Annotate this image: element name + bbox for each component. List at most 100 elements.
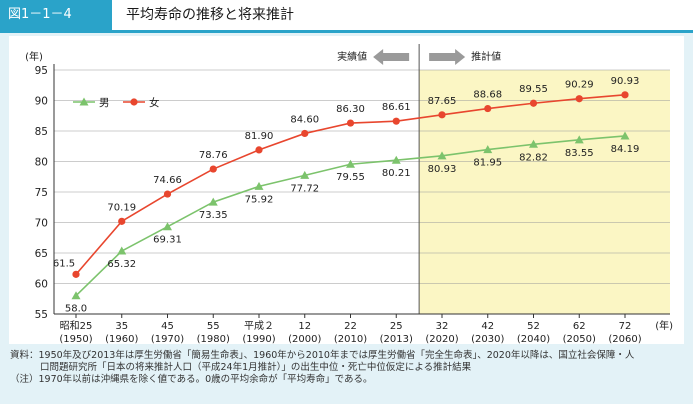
x-tick-era-label: 35 xyxy=(115,321,128,332)
male-data-label: 80.93 xyxy=(428,164,457,175)
female-data-label: 90.29 xyxy=(565,80,594,91)
female-point xyxy=(72,270,80,278)
x-tick-era-label: 45 xyxy=(161,321,174,332)
x-tick-year-label: (2020) xyxy=(425,334,458,344)
male-point xyxy=(346,159,355,168)
y-tick-label: 75 xyxy=(35,187,48,199)
x-tick-year-label: (1950) xyxy=(59,334,92,344)
y-tick-label: 80 xyxy=(35,157,48,169)
female-data-label: 84.60 xyxy=(290,114,319,125)
x-tick-year-label: (1990) xyxy=(242,334,275,344)
male-point xyxy=(574,135,584,144)
legend-male-marker xyxy=(79,97,89,106)
actual-values-label: 実績値 xyxy=(337,50,367,63)
x-tick-year-label: (1970) xyxy=(151,334,184,344)
female-point xyxy=(484,104,492,113)
data-series: 61.5 70.19 74.66 78.76 81.90 84.60 86.30 86.61 8… xyxy=(53,76,639,315)
x-tick-year-label: (2000) xyxy=(288,334,321,344)
x-tick-era-label: 52 xyxy=(527,321,540,332)
male-point xyxy=(117,246,127,255)
x-tick-labels: 昭和25 (1950) 35 (1960) 45 (1970) 55 (1980) 平成２ (19… xyxy=(59,314,642,344)
notes: 資料：1950年及び2013年は厚生労働省「簡易生命表」、1960年から2010… xyxy=(10,350,686,386)
female-data-label: 61.5 xyxy=(53,258,75,269)
female-point xyxy=(438,111,446,119)
axes xyxy=(53,64,670,315)
female-point xyxy=(209,165,217,173)
projected-values-label: 推計値 xyxy=(471,50,501,63)
y-tick-label: 60 xyxy=(35,279,48,291)
y-tick-label: 85 xyxy=(35,126,48,138)
figure-header: 図1－1－4 平均寿命の推移と将来推計 xyxy=(0,0,693,30)
legend-female-label: 女 xyxy=(149,96,160,109)
period-annotations: 実績値 推計値 xyxy=(337,49,501,65)
legend: 男女 xyxy=(73,96,160,109)
x-tick-era-label: 72 xyxy=(619,321,632,332)
female-point xyxy=(118,217,126,225)
female-data-label: 86.30 xyxy=(336,104,365,115)
male-point xyxy=(71,291,81,300)
male-data-label: 77.72 xyxy=(290,183,319,194)
x-tick-era-label: 25 xyxy=(390,321,403,332)
x-tick-year-label: (2050) xyxy=(563,334,596,344)
figure-number: 図1－1－4 xyxy=(0,0,112,30)
x-tick-era-label: 12 xyxy=(298,321,311,332)
female-data-label: 88.68 xyxy=(473,90,502,101)
female-point xyxy=(575,95,583,103)
male-series: 58.0 65.32 69.31 73.35 75.92 77.72 79.55 80.21 8… xyxy=(65,131,639,315)
x-axis-unit: (年) xyxy=(655,319,673,332)
male-point xyxy=(529,139,538,148)
y-tick-label: 90 xyxy=(35,96,48,108)
female-data-label: 70.19 xyxy=(107,202,136,213)
y-tick-label: 55 xyxy=(35,309,48,321)
female-point xyxy=(255,146,263,154)
female-data-label: 87.65 xyxy=(428,96,457,107)
y-tick-label: 65 xyxy=(35,248,48,260)
male-data-label: 75.92 xyxy=(245,194,274,205)
male-point xyxy=(254,181,264,190)
female-data-label: 74.66 xyxy=(153,175,182,186)
source-note-line1: 資料：1950年及び2013年は厚生労働省「簡易生命表」、1960年から2010… xyxy=(10,350,635,361)
male-data-label: 81.95 xyxy=(473,158,502,169)
male-data-label: 69.31 xyxy=(153,235,182,246)
chart-card: (年) (年) 55 60 65 70 75 80 85 90 95 昭和25 (1950) 35 (… xyxy=(9,36,684,344)
x-tick-era-label: 55 xyxy=(207,321,220,332)
male-point xyxy=(437,151,447,160)
female-series: 61.5 70.19 74.66 78.76 81.90 84.60 86.30 86.61 8… xyxy=(53,76,639,278)
x-tick-year-label: (1980) xyxy=(197,334,230,344)
male-data-label: 83.55 xyxy=(565,148,594,159)
figure-title: 平均寿命の推移と将来推計 xyxy=(126,7,294,23)
source-note-line2: 口問題研究所「日本の将来推計人口（平成24年1月推計）」の出生中位・死亡中位仮定… xyxy=(40,362,472,373)
male-point xyxy=(391,155,401,164)
female-point xyxy=(392,117,400,125)
male-data-label: 82.82 xyxy=(519,152,548,163)
x-tick-era-label: 昭和25 xyxy=(60,320,93,332)
life-expectancy-chart: (年) (年) 55 60 65 70 75 80 85 90 95 昭和25 (1950) 35 (… xyxy=(25,44,673,344)
left-arrow-icon xyxy=(373,49,410,65)
x-tick-year-label: (2030) xyxy=(471,334,504,344)
female-point xyxy=(163,190,172,198)
female-data-label: 81.90 xyxy=(245,131,274,142)
female-data-label: 90.93 xyxy=(611,76,640,87)
legend-male-label: 男 xyxy=(99,97,110,109)
y-tick-label: 95 xyxy=(35,65,48,77)
male-data-label: 58.0 xyxy=(65,304,87,315)
male-point xyxy=(208,197,218,206)
x-tick-year-label: (2010) xyxy=(334,334,367,344)
female-data-label: 78.76 xyxy=(199,150,228,161)
male-point xyxy=(620,131,630,140)
right-arrow-icon xyxy=(429,49,466,65)
y-axis-unit: (年) xyxy=(25,50,43,63)
female-data-label: 86.61 xyxy=(382,102,411,113)
y-tick-labels: 55 60 65 70 75 80 85 90 95 xyxy=(35,65,48,321)
male-data-label: 80.21 xyxy=(382,168,411,179)
female-point xyxy=(301,129,309,138)
legend-female-marker xyxy=(130,98,138,106)
x-tick-year-label: (2040) xyxy=(517,334,550,344)
female-point xyxy=(529,99,538,107)
x-tick-era-label: 平成２ xyxy=(244,320,274,332)
x-tick-era-label: 22 xyxy=(344,321,357,332)
x-tick-era-label: 32 xyxy=(436,321,449,332)
y-tick-label: 70 xyxy=(35,218,48,230)
female-point xyxy=(621,91,629,99)
footnote: （注）1970年以前は沖縄県を除く値である。0歳の平均余命が「平均寿命」である。 xyxy=(10,374,373,385)
